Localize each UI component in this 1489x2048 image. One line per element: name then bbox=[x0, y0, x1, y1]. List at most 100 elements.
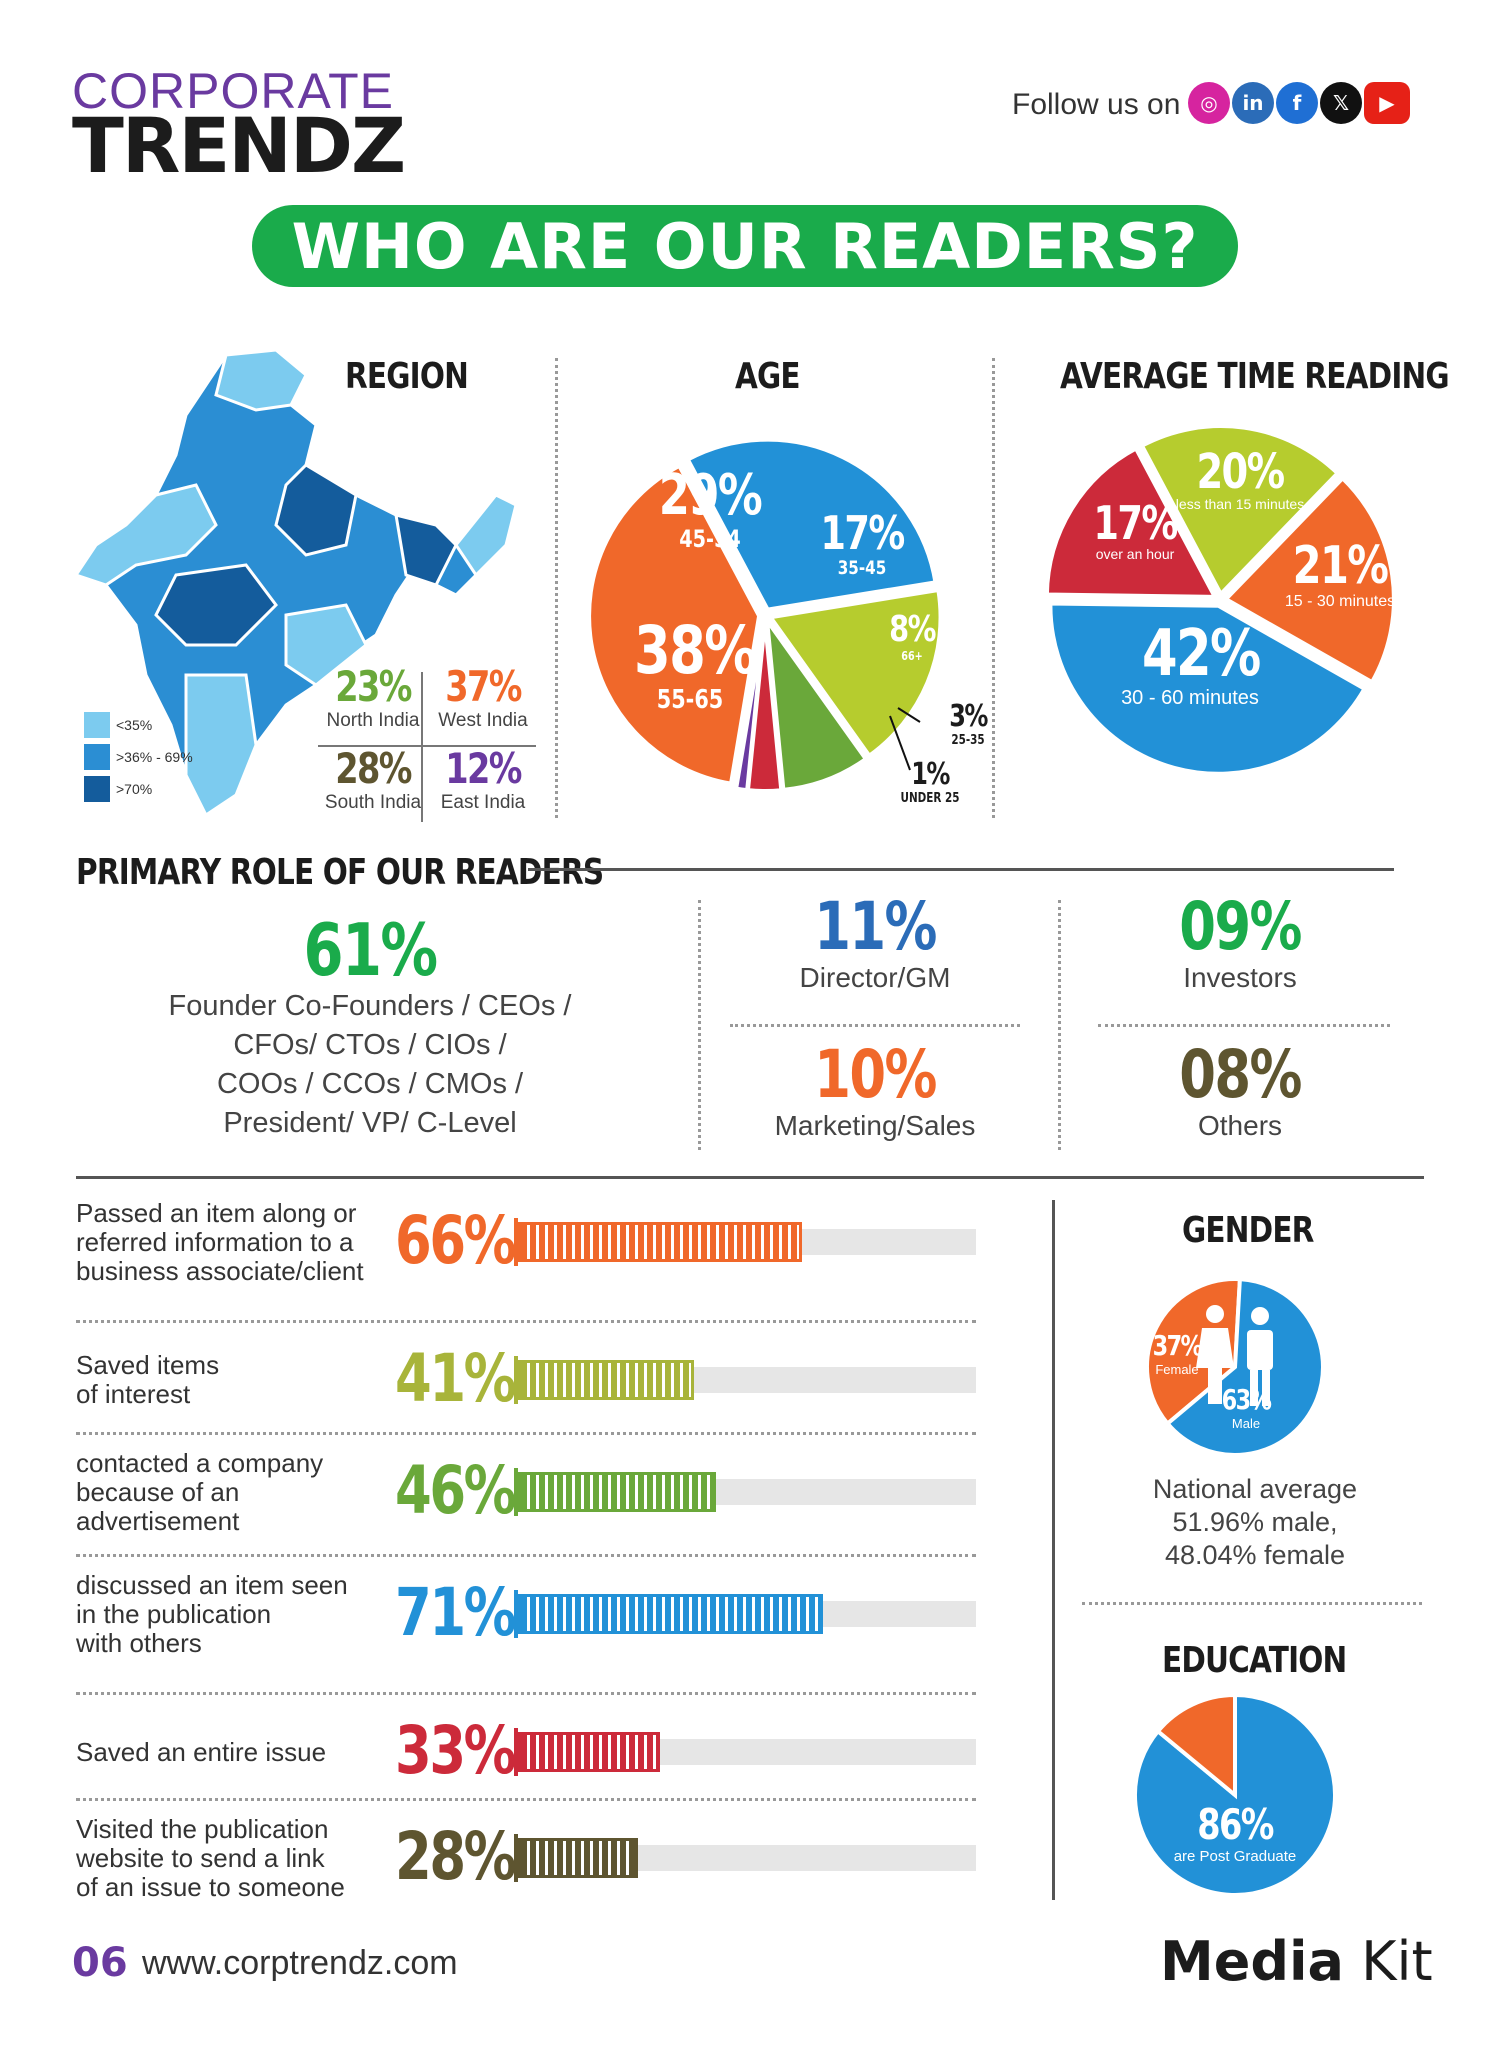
bar-tick bbox=[514, 1834, 518, 1882]
roles-title: PRIMARY ROLE OF OUR READERS bbox=[76, 852, 604, 893]
legend-label: >36% - 69% bbox=[116, 749, 193, 765]
education-title: EDUCATION bbox=[1162, 1640, 1347, 1681]
legend-swatch bbox=[84, 776, 110, 802]
education-pct: 86% bbox=[1197, 1800, 1274, 1849]
pie-slice bbox=[1048, 601, 1368, 776]
time-slice-value: 21% bbox=[1292, 536, 1389, 596]
age-slice-label: UNDER 25 bbox=[900, 790, 960, 806]
role-main-line: COOs / CCOs / CMOs / bbox=[216, 1068, 524, 1100]
bar-tick bbox=[514, 1468, 518, 1516]
role-label: Others bbox=[1197, 1110, 1283, 1141]
gender-note-line: 51.96% male, bbox=[1172, 1507, 1338, 1537]
region-stat-label: North India bbox=[326, 710, 420, 731]
bar-tick bbox=[514, 1590, 518, 1638]
bar-fill bbox=[518, 1838, 638, 1878]
divider bbox=[555, 358, 558, 818]
region-title: REGION bbox=[345, 356, 469, 397]
pie-slice bbox=[767, 587, 943, 759]
x-icon[interactable]: 𝕏 bbox=[1320, 82, 1362, 124]
region-stat-value: 12% bbox=[445, 744, 522, 793]
divider bbox=[730, 1024, 1020, 1027]
role-main-value: 61% bbox=[303, 908, 438, 992]
divider bbox=[76, 1554, 976, 1557]
engagement-row-text: in the publication bbox=[76, 1598, 272, 1629]
bar-fill bbox=[518, 1222, 802, 1262]
bar-fill bbox=[518, 1360, 694, 1400]
region-stat-label: East India bbox=[440, 792, 526, 813]
follow-label: Follow us on bbox=[1012, 88, 1181, 121]
role-value: 09% bbox=[1179, 888, 1302, 965]
legend-label: <35% bbox=[116, 717, 153, 733]
region-stat-label: West India bbox=[438, 710, 528, 731]
engagement-row-text: referred information to a bbox=[76, 1226, 354, 1257]
role-label: Marketing/Sales bbox=[774, 1110, 976, 1141]
facebook-icon[interactable]: f bbox=[1276, 82, 1318, 124]
pie-slice bbox=[1044, 445, 1219, 599]
age-slice-label: 55-65 bbox=[656, 685, 724, 716]
roles-title-rule bbox=[528, 868, 1394, 871]
education-pie-chart bbox=[1133, 1692, 1337, 1897]
region-stat-value: 23% bbox=[335, 662, 412, 711]
age-slice-label: 25-35 bbox=[951, 732, 985, 748]
gender-note-line: 48.04% female bbox=[1164, 1540, 1346, 1570]
time-slice-value: 20% bbox=[1196, 444, 1285, 500]
age-slice-value: 29% bbox=[658, 463, 763, 528]
website-link[interactable]: www.corptrendz.com bbox=[142, 1944, 458, 1982]
bar-fill bbox=[518, 1594, 823, 1634]
engagement-row-text: because of an bbox=[76, 1476, 240, 1507]
region-stats-vline bbox=[421, 672, 423, 822]
pie-slice bbox=[1155, 1692, 1237, 1800]
age-slice-value: 1% bbox=[911, 757, 950, 792]
divider bbox=[1082, 1602, 1422, 1605]
avg-time-pie-chart bbox=[1044, 424, 1396, 776]
region-stat-value: 28% bbox=[335, 744, 412, 793]
role-label: Investors bbox=[1183, 962, 1297, 993]
logo-bottom: TRENDZ bbox=[72, 101, 406, 190]
age-slice-value: 17% bbox=[820, 506, 905, 560]
age-slice-label: 35-45 bbox=[837, 556, 887, 579]
divider bbox=[76, 1798, 976, 1801]
legend-label: >70% bbox=[116, 781, 153, 797]
gender-male-label: Male bbox=[1231, 1416, 1261, 1431]
gender-male-pct: 63% bbox=[1221, 1383, 1272, 1416]
engagement-row-text: discussed an item seen bbox=[76, 1569, 348, 1600]
legend-swatch bbox=[84, 744, 110, 770]
time-slice-value: 17% bbox=[1093, 496, 1178, 550]
region-stat-value: 37% bbox=[445, 662, 522, 711]
bar-tick bbox=[514, 1728, 518, 1776]
gender-pie-chart bbox=[1145, 1277, 1325, 1457]
youtube-icon[interactable]: ▶ bbox=[1364, 82, 1410, 124]
engagement-row-pct: 46% bbox=[395, 1452, 517, 1529]
linkedin-icon[interactable]: in bbox=[1232, 82, 1274, 124]
media-kit-label: Media Kit bbox=[1160, 1930, 1433, 1993]
avg-time-title: AVERAGE TIME READING bbox=[1060, 356, 1450, 397]
education-label: are Post Graduate bbox=[1173, 1848, 1297, 1865]
pie-slice bbox=[1222, 475, 1396, 685]
divider bbox=[1058, 900, 1061, 1150]
engagement-row-pct: 66% bbox=[395, 1202, 517, 1279]
bar-fill bbox=[518, 1732, 660, 1772]
engagement-row-text: business associate/client bbox=[76, 1255, 364, 1286]
media-kit-bold: Media bbox=[1160, 1930, 1344, 1993]
bar-fill bbox=[518, 1472, 716, 1512]
gender-female-pct: 37% bbox=[1152, 1329, 1203, 1362]
leader-line bbox=[897, 707, 921, 723]
pie-slice bbox=[1164, 1277, 1325, 1457]
divider bbox=[76, 1692, 976, 1695]
gender-title: GENDER bbox=[1182, 1210, 1314, 1251]
divider bbox=[992, 358, 995, 818]
media-kit-light: Kit bbox=[1361, 1930, 1433, 1993]
role-main-line: CFOs/ CTOs / CIOs / bbox=[233, 1029, 507, 1061]
engagement-row-text: of interest bbox=[76, 1379, 191, 1409]
gender-note-line: National average bbox=[1152, 1474, 1358, 1504]
pie-slice bbox=[587, 463, 762, 786]
page-number: 06 bbox=[72, 1940, 128, 1986]
age-pie-chart bbox=[587, 437, 943, 793]
role-value: 11% bbox=[814, 888, 937, 965]
pie-slice bbox=[1139, 424, 1341, 598]
instagram-icon[interactable]: ◎ bbox=[1188, 82, 1230, 124]
age-slice-label: 66+ bbox=[901, 648, 923, 663]
age-slice-value: 38% bbox=[634, 612, 757, 689]
legend-swatch bbox=[84, 712, 110, 738]
engagement-row-text: with others bbox=[76, 1627, 202, 1658]
